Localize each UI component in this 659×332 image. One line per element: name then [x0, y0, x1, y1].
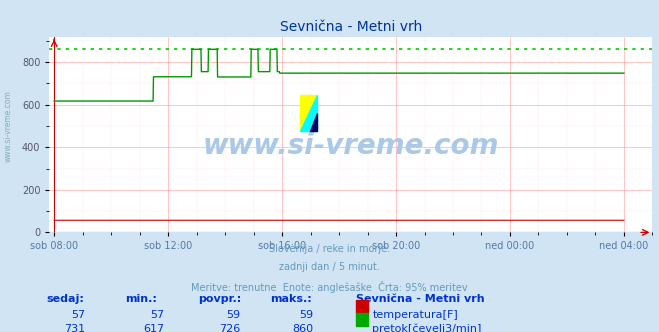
Text: 59: 59 — [227, 310, 241, 320]
Text: min.:: min.: — [125, 294, 157, 304]
Text: maks.:: maks.: — [270, 294, 312, 304]
Text: 57: 57 — [151, 310, 165, 320]
Text: Meritve: trenutne  Enote: anglešaške  Črta: 95% meritev: Meritve: trenutne Enote: anglešaške Črta… — [191, 281, 468, 292]
Text: 860: 860 — [292, 324, 313, 332]
Polygon shape — [300, 95, 316, 130]
Text: www.si-vreme.com: www.si-vreme.com — [203, 132, 499, 160]
Text: Sevnična - Metni vrh: Sevnična - Metni vrh — [356, 294, 484, 304]
Text: 57: 57 — [72, 310, 86, 320]
Text: 617: 617 — [144, 324, 165, 332]
Text: sedaj:: sedaj: — [46, 294, 84, 304]
Text: pretok[čevelj3/min]: pretok[čevelj3/min] — [372, 324, 482, 332]
Polygon shape — [300, 95, 316, 130]
Title: Sevnična - Metni vrh: Sevnična - Metni vrh — [280, 20, 422, 34]
Text: temperatura[F]: temperatura[F] — [372, 310, 458, 320]
Polygon shape — [310, 113, 316, 130]
Text: 59: 59 — [299, 310, 313, 320]
Text: www.si-vreme.com: www.si-vreme.com — [3, 90, 13, 162]
Text: Slovenija / reke in morje.: Slovenija / reke in morje. — [269, 244, 390, 254]
Text: zadnji dan / 5 minut.: zadnji dan / 5 minut. — [279, 262, 380, 272]
Text: 726: 726 — [219, 324, 241, 332]
Text: povpr.:: povpr.: — [198, 294, 241, 304]
Text: 731: 731 — [65, 324, 86, 332]
